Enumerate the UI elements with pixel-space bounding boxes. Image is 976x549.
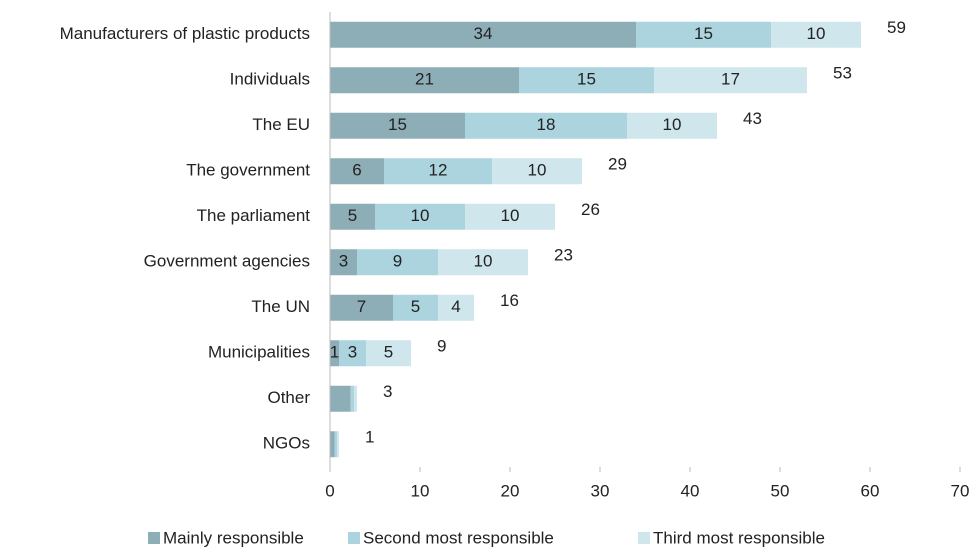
data-label: 10	[807, 24, 826, 43]
total-label: 3	[383, 382, 392, 401]
legend-label: Mainly responsible	[163, 528, 304, 547]
bar-segment	[330, 431, 335, 458]
bar-segment	[330, 294, 393, 321]
bar-segment	[330, 249, 357, 276]
bar-segment	[465, 203, 555, 230]
bar-segment	[330, 21, 636, 48]
bar-segment	[375, 203, 465, 230]
bar-segment	[354, 385, 357, 412]
bar-segment	[330, 385, 351, 412]
category-label: Other	[267, 388, 310, 407]
bar-segment	[438, 294, 474, 321]
total-label: 9	[437, 337, 446, 356]
bar-segment	[492, 158, 582, 185]
data-label: 6	[352, 161, 361, 180]
category-label: The parliament	[197, 206, 311, 225]
legend-label: Second most responsible	[363, 528, 554, 547]
category-label: NGOs	[263, 434, 310, 453]
bar-segment	[350, 385, 355, 412]
bar-segment	[330, 112, 465, 139]
data-label: 4	[451, 297, 460, 316]
bar-segment	[330, 340, 339, 367]
data-label: 12	[429, 161, 448, 180]
total-label: 23	[554, 246, 573, 265]
bar-segment	[337, 431, 339, 458]
bar-segment	[330, 158, 384, 185]
category-label: The UN	[251, 297, 310, 316]
x-tick-label: 10	[411, 481, 430, 500]
data-label: 21	[415, 70, 434, 89]
bar-segment	[357, 249, 438, 276]
data-label: 5	[384, 343, 393, 362]
x-tick-label: 20	[501, 481, 520, 500]
bar-segment	[366, 340, 411, 367]
data-label: 7	[357, 297, 366, 316]
data-label: 10	[474, 252, 493, 271]
category-label: Individuals	[230, 70, 310, 89]
bar-segment	[627, 112, 717, 139]
bar-segment	[330, 67, 519, 94]
data-label: 3	[339, 252, 348, 271]
bar-segment	[330, 203, 375, 230]
data-label: 1	[330, 343, 339, 362]
bar-segment	[393, 294, 438, 321]
category-label: Government agencies	[144, 252, 310, 271]
data-label: 5	[348, 206, 357, 225]
total-label: 16	[500, 291, 519, 310]
x-tick-label: 70	[951, 481, 970, 500]
data-label: 18	[537, 115, 556, 134]
category-label: The government	[186, 161, 310, 180]
legend-swatch	[148, 532, 160, 544]
data-label: 10	[528, 161, 547, 180]
legend-swatch	[348, 532, 360, 544]
data-label: 3	[348, 343, 357, 362]
data-label: 10	[663, 115, 682, 134]
x-tick-label: 0	[325, 481, 334, 500]
data-label: 10	[501, 206, 520, 225]
bar-segment	[771, 21, 861, 48]
bar-segment	[654, 67, 807, 94]
category-label: Municipalities	[208, 343, 310, 362]
total-label: 26	[581, 200, 600, 219]
legend-swatch	[638, 532, 650, 544]
data-label: 5	[411, 297, 420, 316]
category-label: Manufacturers of plastic products	[60, 24, 310, 43]
total-label: 43	[743, 109, 762, 128]
data-label: 15	[694, 24, 713, 43]
category-label: The EU	[252, 115, 310, 134]
bar-segment	[384, 158, 492, 185]
x-tick-label: 60	[861, 481, 880, 500]
total-label: 29	[608, 155, 627, 174]
bar-segment	[519, 67, 654, 94]
data-label: 15	[388, 115, 407, 134]
total-label: 1	[365, 428, 374, 447]
bar-segment	[465, 112, 627, 139]
bar-segment	[334, 431, 338, 458]
total-label: 59	[887, 18, 906, 37]
x-tick-label: 30	[591, 481, 610, 500]
x-tick-label: 40	[681, 481, 700, 500]
total-label: 53	[833, 64, 852, 83]
bar-segment	[636, 21, 771, 48]
x-tick-label: 50	[771, 481, 790, 500]
data-label: 10	[411, 206, 430, 225]
data-label: 34	[474, 24, 493, 43]
bar-segment	[339, 340, 366, 367]
data-label: 9	[393, 252, 402, 271]
data-label: 15	[577, 70, 596, 89]
legend-label: Third most responsible	[653, 528, 825, 547]
data-label: 17	[721, 70, 740, 89]
bar-segment	[438, 249, 528, 276]
